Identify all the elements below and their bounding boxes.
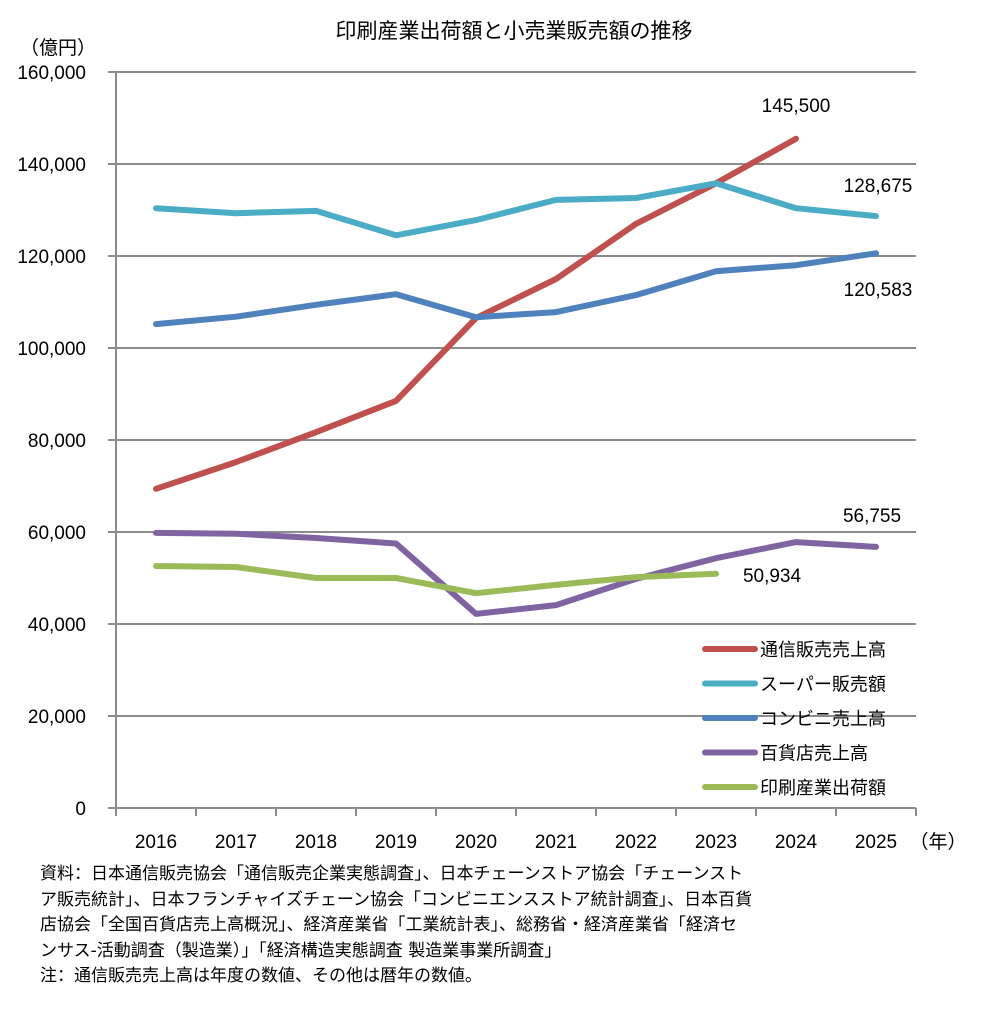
- x-tick-label: 2024: [775, 832, 818, 853]
- data-labels: 145,500 128,675 120,583 56,755 50,934: [743, 96, 912, 587]
- y-tick-label: 20,000: [28, 707, 86, 728]
- annotation-note: 注：通信販売売上高は年度の数値、その他は暦年の数値。: [40, 966, 482, 986]
- source-note-line: ンサス-活動調査（製造業）」「経済構造実態調査 製造業事業所調査」: [40, 940, 562, 961]
- legend-label: 百貨店売上高: [760, 744, 868, 765]
- legend-label: コンビニ売上高: [760, 709, 886, 730]
- y-axis: 0 20,000 40,000 60,000 80,000 100,000 120,000 1…: [17, 63, 117, 820]
- legend-item: コンビニ売上高: [702, 709, 886, 730]
- legend-item: スーパー販売額: [702, 675, 886, 696]
- source-note-line: ア販売統計」、日本フランチャイズチェーン協会「コンビニエンスストア統計調査」、日…: [40, 889, 753, 910]
- legend-item: 百貨店売上高: [702, 744, 868, 765]
- source-notes: 資料：日本通信販売協会「通信販売企業実態調査」、日本チェーンストア協会「チェーン…: [40, 862, 970, 990]
- y-tick-label: 80,000: [28, 431, 86, 452]
- data-label: 128,675: [844, 176, 913, 197]
- x-tick-label: 2017: [215, 832, 257, 853]
- data-label: 56,755: [843, 506, 901, 527]
- x-tick-label: 2018: [295, 832, 337, 853]
- x-tick-label: 2022: [615, 832, 657, 853]
- legend-item: 通信販売売上高: [702, 640, 886, 661]
- y-axis-unit-label: （億円）: [20, 37, 96, 59]
- data-label: 145,500: [762, 96, 831, 117]
- chart-title: 印刷産業出荷額と小売業販売額の推移: [336, 19, 693, 43]
- x-tick-label: 2020: [455, 832, 497, 853]
- legend-label: 通信販売売上高: [760, 640, 886, 661]
- x-tick-label: 2025: [855, 832, 897, 853]
- line-chart: 印刷産業出荷額と小売業販売額の推移 （億円） （年） 0 20,000 40,000…: [17, 19, 966, 853]
- source-note-line: 資料：日本通信販売協会「通信販売企業実態調査」、日本チェーンストア協会「チェーン…: [40, 864, 744, 884]
- y-tick-label: 100,000: [17, 339, 86, 360]
- y-tick-label: 140,000: [17, 155, 86, 176]
- legend-label: スーパー販売額: [760, 675, 886, 696]
- series-line: [153, 563, 719, 597]
- x-tick-label: 2023: [695, 832, 737, 853]
- series-lines: [153, 135, 879, 617]
- y-tick-label: 40,000: [28, 615, 86, 636]
- y-tick-label: 160,000: [17, 63, 86, 84]
- y-tick-label: 120,000: [17, 247, 86, 268]
- source-note-line: 店協会「全国百貨店売上高概況」、経済産業省「工業統計表」、総務省・経済産業省「経…: [40, 915, 737, 935]
- legend-label: 印刷産業出荷額: [760, 778, 886, 799]
- gridlines: [116, 71, 916, 717]
- data-label: 50,934: [743, 566, 802, 587]
- legend-item: 印刷産業出荷額: [702, 778, 886, 799]
- series-line: [153, 180, 879, 239]
- x-tick-label: 2021: [535, 832, 577, 853]
- x-tick-label: 2016: [135, 832, 177, 853]
- series-line: [153, 250, 879, 328]
- x-axis: 2016 2017 2018 2019 2020 2021 2022 2023 2024 2025: [108, 807, 917, 853]
- data-label: 120,583: [844, 280, 913, 301]
- y-tick-label: 0: [75, 799, 86, 820]
- series-line: [153, 529, 879, 617]
- x-tick-label: 2019: [375, 832, 417, 853]
- x-axis-unit-label: （年）: [909, 831, 966, 853]
- y-tick-label: 60,000: [28, 523, 86, 544]
